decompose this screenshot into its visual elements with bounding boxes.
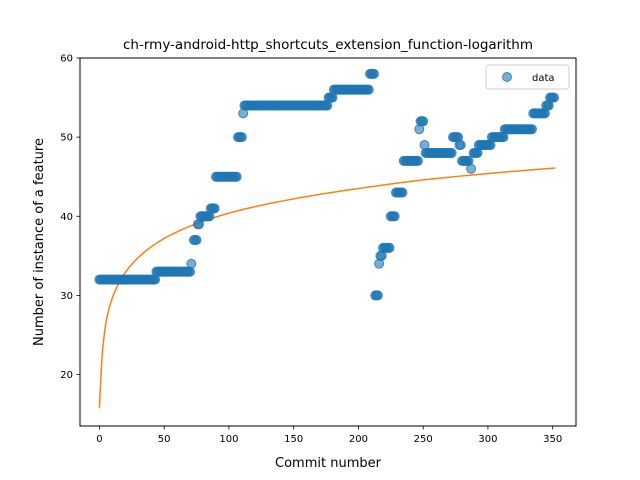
y-axis-ticks: 20 30 40 50 60 <box>60 54 80 381</box>
x-tick-label: 300 <box>478 434 497 445</box>
y-tick-label: 30 <box>60 291 73 302</box>
y-tick-label: 20 <box>60 370 73 381</box>
data-point <box>418 116 429 127</box>
data-point <box>384 242 395 253</box>
data-point <box>526 124 537 135</box>
legend-label-data: data <box>532 73 555 84</box>
x-tick-label: 50 <box>158 434 171 445</box>
x-tick-label: 0 <box>96 434 102 445</box>
legend: data <box>485 64 570 90</box>
data-point <box>191 235 202 246</box>
x-tick-label: 250 <box>414 434 433 445</box>
data-point <box>231 171 242 182</box>
data-point <box>368 68 379 79</box>
y-tick-label: 50 <box>60 133 73 144</box>
data-point <box>455 140 466 151</box>
axes-frame <box>79 57 577 427</box>
fit-layer <box>98 167 556 408</box>
data-point <box>446 147 457 158</box>
fit-curve <box>98 167 556 408</box>
x-axis-label: Commit number <box>275 456 382 471</box>
data-point <box>397 187 408 198</box>
y-tick-label: 60 <box>60 54 73 65</box>
y-tick-label: 40 <box>60 212 73 223</box>
plot-area <box>94 68 559 408</box>
data-point <box>372 290 383 301</box>
data-point <box>548 92 559 103</box>
data-point <box>363 84 374 95</box>
chart-title: ch-rmy-android-http_shortcuts_extension_… <box>123 37 533 53</box>
x-tick-label: 150 <box>284 434 303 445</box>
x-tick-label: 100 <box>219 434 238 445</box>
data-point <box>236 132 247 143</box>
x-axis-ticks: 0 50 100 150 200 250 300 350 <box>96 426 562 445</box>
legend-marker-data <box>502 72 512 82</box>
y-axis-label: Number of instance of a feature <box>32 138 47 346</box>
data-point <box>413 155 424 166</box>
data-point <box>466 163 477 174</box>
points-layer <box>94 68 559 301</box>
data-point <box>209 203 220 214</box>
data-point <box>389 211 400 222</box>
data-point <box>186 258 197 269</box>
x-tick-label: 200 <box>349 434 368 445</box>
legend-box <box>485 64 570 90</box>
x-tick-label: 350 <box>543 434 562 445</box>
